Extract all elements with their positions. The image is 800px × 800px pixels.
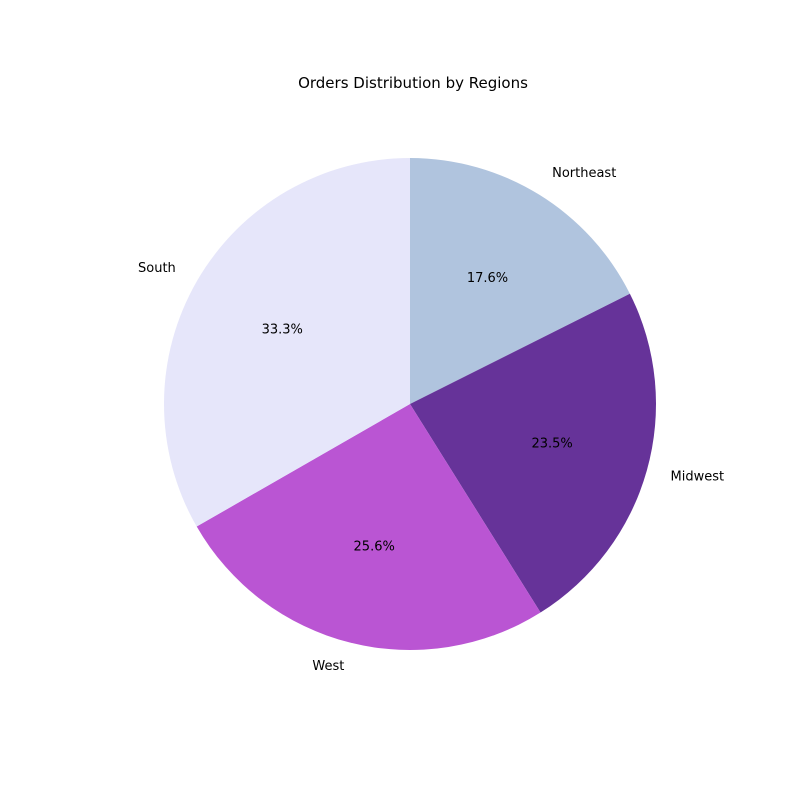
slice-label-midwest: Midwest [671,470,725,485]
pie-slices [164,157,656,651]
chart-title: Orders Distribution by Regions [298,74,528,92]
slice-label-west: West [312,659,344,674]
percent-label-west: 25.6% [354,540,395,555]
pie-slice-northeast [410,158,630,404]
pie-slice-midwest [410,293,656,613]
pie-labels: Northeast 17.6% Midwest 23.5% West 25.6% South… [138,166,724,674]
pie-slice-west [196,404,541,651]
pie-slice-south [164,157,410,527]
slice-label-south: South [138,261,176,276]
slice-label-northeast: Northeast [552,166,616,181]
percent-label-midwest: 23.5% [531,436,572,451]
percent-label-south: 33.3% [262,323,303,338]
percent-label-northeast: 17.6% [467,271,508,286]
